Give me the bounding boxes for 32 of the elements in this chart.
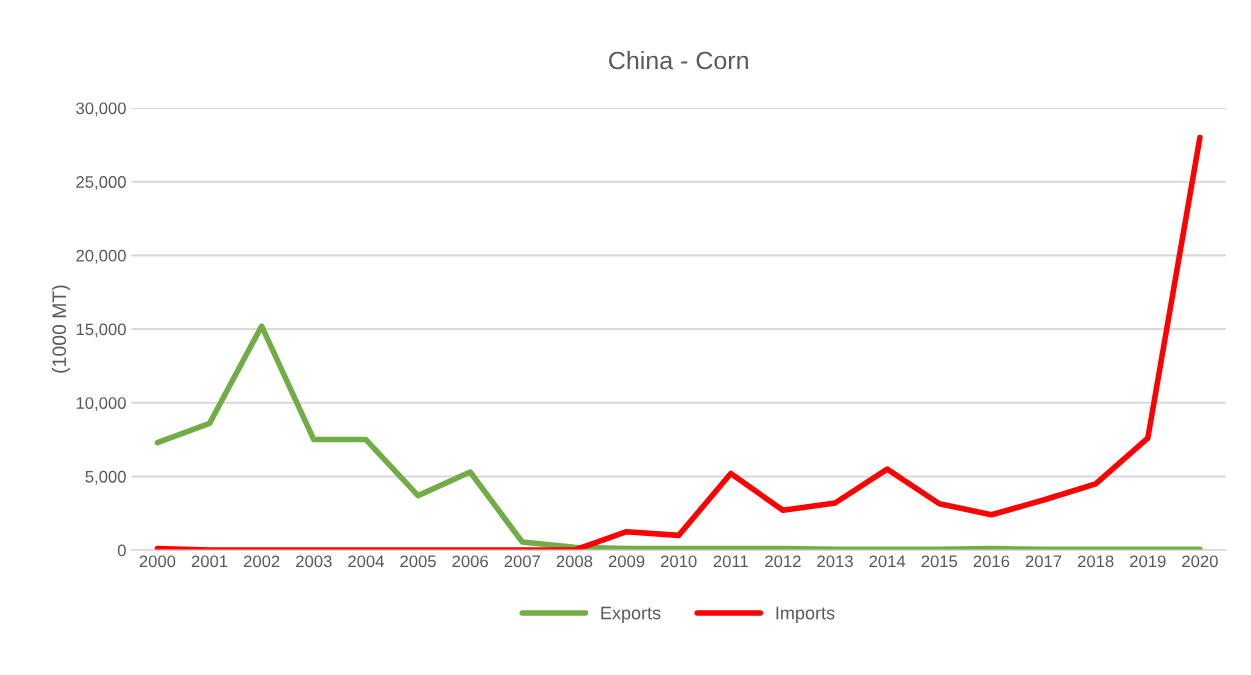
legend-label: Exports <box>601 606 661 623</box>
x-tick-label: 2003 <box>296 555 332 568</box>
legend-label: Imports <box>776 606 835 623</box>
x-tick-label: 2010 <box>660 555 697 568</box>
x-tick-label: 2008 <box>556 555 593 568</box>
x-tick-label: 2019 <box>1130 555 1166 568</box>
x-tick-label: 2013 <box>817 555 853 568</box>
y-axis-title: (1000 MT) <box>51 285 70 373</box>
x-tick-label: 2007 <box>504 555 540 568</box>
x-tick-label: 2011 <box>713 555 748 568</box>
y-tick-label: 20,000 <box>76 249 126 264</box>
x-tick-label: 2006 <box>452 555 488 568</box>
y-tick-label: 30,000 <box>76 102 126 117</box>
y-tick-label: 5,000 <box>85 470 126 485</box>
y-tick-label: 10,000 <box>76 397 126 411</box>
x-tick-label: 2020 <box>1182 555 1218 568</box>
x-tick-label: 2002 <box>243 555 280 568</box>
x-tick-label: 2018 <box>1077 555 1114 568</box>
y-tick-label: 0 <box>117 544 126 557</box>
y-tick-label: 25,000 <box>76 176 126 190</box>
x-tick-label: 2012 <box>765 555 801 568</box>
x-tick-label: 2014 <box>869 555 906 568</box>
x-tick-label: 2016 <box>973 555 1010 568</box>
x-tick-label: 2015 <box>921 555 958 568</box>
x-tick-label: 2000 <box>139 555 176 568</box>
x-tick-label: 2009 <box>608 555 645 568</box>
x-tick-label: 2005 <box>400 555 436 568</box>
x-tick-label: 2004 <box>348 555 384 568</box>
chart-title: China - Corn <box>609 50 748 70</box>
y-tick-label: 15,000 <box>76 323 126 338</box>
x-tick-label: 2001 <box>191 555 228 568</box>
x-tick-label: 2017 <box>1025 555 1062 568</box>
